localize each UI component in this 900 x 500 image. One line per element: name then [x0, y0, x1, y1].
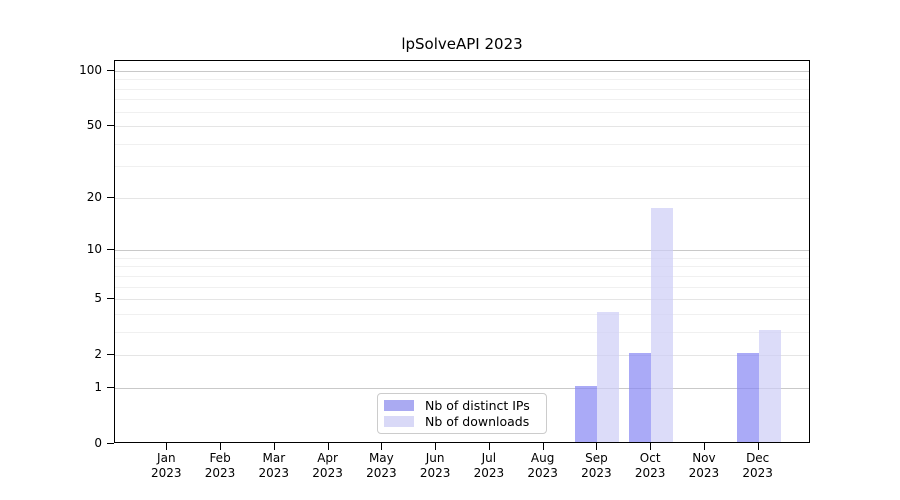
bar-nb-of-distinct-ips-dec [736, 353, 759, 442]
x-tick-label-may: May 2023 [366, 451, 397, 480]
legend-label-distinct-ips: Nb of distinct IPs [425, 397, 530, 413]
legend-swatch-downloads [384, 416, 414, 428]
gridline-y-4 [115, 313, 809, 315]
x-tick-feb [220, 443, 222, 450]
gridline-y-6 [115, 286, 809, 288]
legend-item-distinct-ips: Nb of distinct IPs [384, 397, 540, 414]
y-tick-100 [107, 70, 114, 71]
bar-nb-of-downloads-oct [651, 208, 674, 442]
y-tick-label-1: 1 [94, 379, 102, 394]
legend-label-downloads: Nb of downloads [425, 414, 530, 430]
x-tick-oct [650, 443, 652, 450]
x-tick-may [381, 443, 383, 450]
gridline-y-60 [115, 111, 809, 113]
bar-nb-of-distinct-ips-sep [575, 385, 598, 442]
gridline-y-40 [115, 143, 809, 145]
x-tick-label-jun: Jun 2023 [419, 451, 451, 480]
y-tick-50 [107, 125, 114, 127]
x-tick-label-dec: Dec 2023 [742, 451, 773, 480]
gridline-y-8 [115, 266, 809, 268]
x-tick-label-feb: Feb 2023 [204, 451, 236, 480]
y-tick-5 [107, 298, 114, 300]
x-tick-nov [703, 443, 705, 450]
gridline-y-10 [115, 250, 809, 252]
x-tick-jun [435, 443, 437, 450]
gridline-y-80 [115, 88, 809, 90]
bar-nb-of-downloads-dec [758, 329, 781, 442]
y-tick-label-10: 10 [86, 242, 102, 257]
y-tick-2 [107, 354, 114, 356]
y-tick-label-5: 5 [94, 291, 102, 306]
x-tick-label-sep: Sep 2023 [581, 451, 612, 480]
x-tick-label-jan: Jan 2023 [151, 451, 182, 480]
x-tick-label-jul: Jul 2023 [473, 451, 505, 480]
gridline-y-70 [115, 99, 809, 101]
y-tick-0 [107, 443, 114, 444]
gridline-y-5 [115, 299, 809, 301]
plot-area [114, 60, 810, 443]
x-tick-jul [488, 443, 490, 450]
y-tick-20 [107, 196, 114, 198]
x-tick-aug [542, 443, 544, 450]
x-tick-dec [757, 443, 759, 450]
chart-title: lpSolveAPI 2023 [401, 35, 523, 53]
gridline-y-3 [115, 331, 809, 333]
y-tick-label-100: 100 [79, 63, 102, 77]
bar-nb-of-downloads-sep [597, 311, 620, 442]
x-tick-sep [596, 443, 598, 450]
x-tick-label-apr: Apr 2023 [312, 451, 343, 480]
x-tick-label-nov: Nov 2023 [688, 451, 720, 480]
x-tick-label-mar: Mar 2023 [258, 451, 290, 480]
bar-nb-of-distinct-ips-oct [629, 353, 652, 442]
y-tick-label-0: 0 [94, 436, 102, 450]
y-tick-label-2: 2 [94, 347, 102, 362]
y-tick-label-50: 50 [86, 118, 102, 133]
gridline-y-30 [115, 166, 809, 168]
gridline-y-100 [115, 71, 809, 72]
gridline-y-90 [115, 79, 809, 81]
legend-item-downloads: Nb of downloads [384, 414, 540, 431]
x-tick-mar [273, 443, 275, 450]
legend: Nb of distinct IPs Nb of downloads [377, 393, 547, 434]
gridline-y-9 [115, 257, 809, 259]
gridline-y-20 [115, 197, 809, 199]
x-tick-label-aug: Aug 2023 [527, 451, 558, 480]
gridline-y-50 [115, 126, 809, 128]
y-tick-10 [107, 249, 114, 251]
x-tick-apr [327, 443, 329, 450]
gridline-y-2 [115, 355, 809, 357]
gridline-y-7 [115, 275, 809, 277]
y-tick-1 [107, 386, 114, 388]
gridline-y-1 [115, 387, 809, 389]
x-tick-jan [166, 443, 168, 450]
y-tick-label-20: 20 [86, 189, 102, 204]
x-tick-label-oct: Oct 2023 [634, 451, 666, 480]
legend-swatch-distinct-ips [384, 399, 414, 411]
